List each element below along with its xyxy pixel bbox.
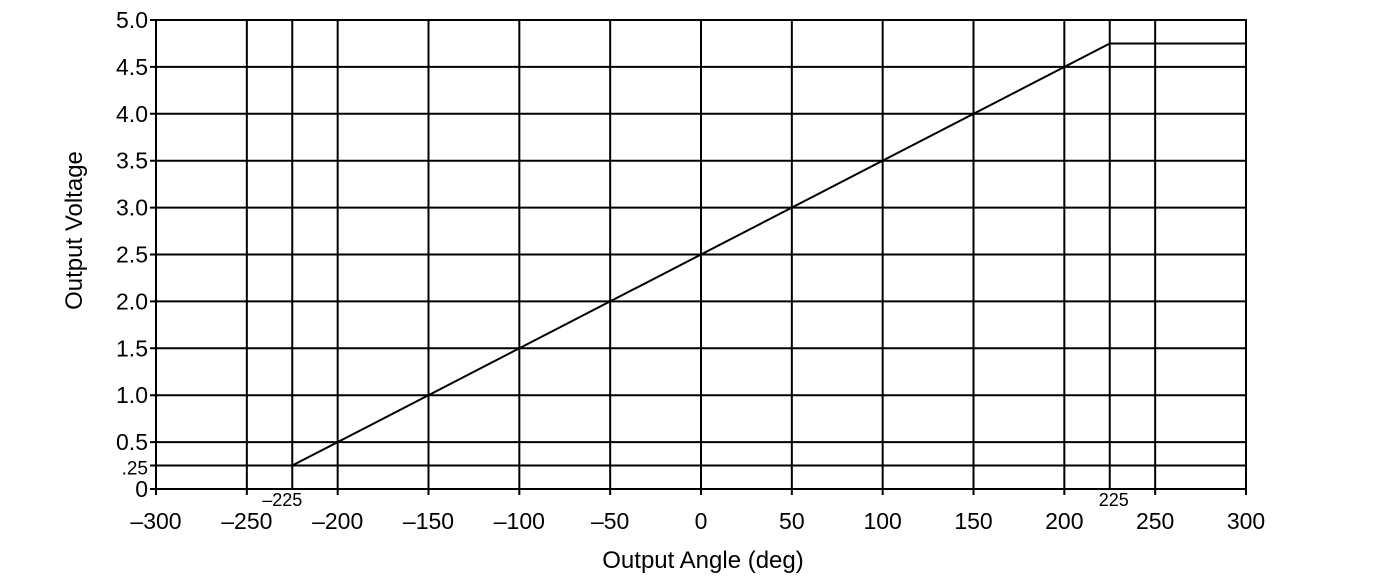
y-tick-label: 3.0 xyxy=(116,195,148,221)
x-tick-label: 50 xyxy=(779,508,805,534)
y-tick-label: 2.0 xyxy=(116,288,148,314)
y-tick-label: 3.5 xyxy=(116,148,148,174)
annotation-label: –225 xyxy=(262,490,302,510)
x-tick-label: 250 xyxy=(1136,508,1174,534)
x-tick-label: –100 xyxy=(494,508,545,534)
series-line xyxy=(156,42,1246,467)
y-tick-label: 0.5 xyxy=(116,429,148,455)
y-tick-label: 4.0 xyxy=(116,101,148,127)
y-axis-title: Output Voltage xyxy=(61,151,88,310)
x-tick-label: 0 xyxy=(695,508,708,534)
y-tick-label: .25 xyxy=(122,459,148,480)
x-tick-label: –200 xyxy=(312,508,363,534)
y-tick-label: 4.5 xyxy=(116,54,148,80)
x-axis-title: Output Angle (deg) xyxy=(602,547,803,574)
y-tick-label: 5.0 xyxy=(116,7,148,33)
y-tick-labels: 0.25 0.5 1.0 1.5 2.0 2.5 3.0 3.5 4.0 4.5 5.0 xyxy=(116,7,148,502)
annotation-label: 225 xyxy=(1099,490,1129,510)
grid-lines xyxy=(150,19,1247,495)
x-tick-label: 150 xyxy=(954,508,992,534)
x-tick-labels: –300 –250 –200 –150 –100 –50 0 50 100 150 200 250 30… xyxy=(130,508,1265,534)
y-tick-label: 1.5 xyxy=(116,335,148,361)
x-tick-label: 300 xyxy=(1227,508,1265,534)
x-tick-label: 200 xyxy=(1045,508,1083,534)
x-tick-label: 100 xyxy=(863,508,901,534)
y-tick-label: 0 xyxy=(135,476,148,502)
x-tick-label: –250 xyxy=(221,508,272,534)
plot-frame xyxy=(155,19,1247,490)
x-tick-label: –50 xyxy=(591,508,629,534)
x-tick-label: –150 xyxy=(403,508,454,534)
x-tick-label: –300 xyxy=(130,508,181,534)
y-tick-label: 2.5 xyxy=(116,242,148,268)
y-tick-label: 1.0 xyxy=(116,382,148,408)
annotations: –225 225 xyxy=(262,490,1129,510)
